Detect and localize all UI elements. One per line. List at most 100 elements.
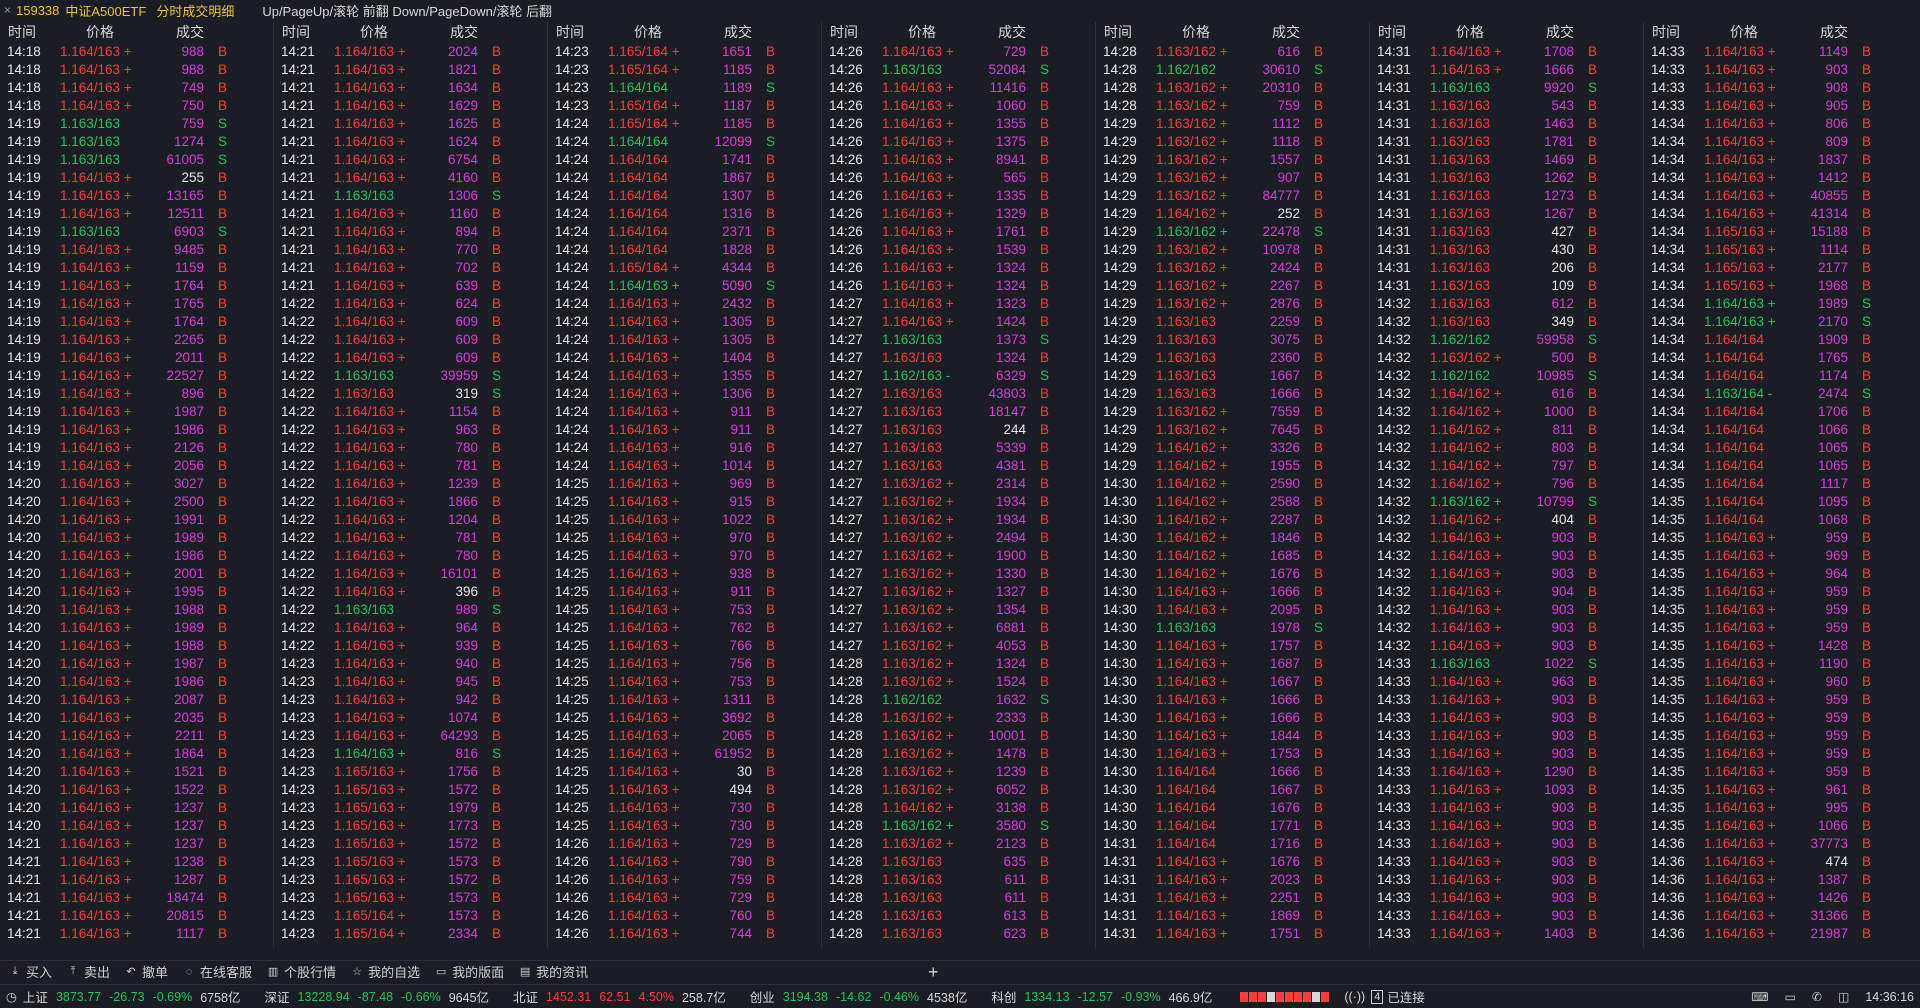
tick-price: 1.163/163 [1156, 331, 1217, 347]
tick-volume: 7645 [1269, 421, 1300, 437]
tick-volume: 1625 [447, 115, 478, 131]
cancel-order-button[interactable]: ↶ 撤单 [124, 962, 168, 981]
tick-price: 1.164/163 + [1430, 799, 1502, 815]
tick-time: 14:33 [1377, 925, 1411, 941]
tick-row: 14:19 1.163/163 759 S [0, 114, 273, 132]
close-icon[interactable]: × [4, 3, 12, 17]
tick-volume: 1287 [173, 871, 204, 887]
add-tab-button[interactable]: + [928, 962, 939, 982]
header-price: 价格 [1182, 24, 1210, 40]
tick-side: B [1862, 79, 1872, 95]
tick-volume: 1666 [1269, 763, 1300, 779]
stock-quote-button[interactable]: ▥ 个股行情 [267, 965, 337, 980]
tick-price: 1.164/163 + [608, 763, 680, 779]
tick-price: 1.164/163 + [334, 403, 406, 419]
tick-volume: 2474 [1817, 385, 1848, 401]
tick-row: 14:35 1.164/163 +1428 B [1644, 636, 1920, 654]
tick-side: B [766, 367, 776, 383]
tick-volume: 6903 [173, 223, 204, 239]
tick-volume: 1239 [995, 763, 1026, 779]
tick-time: 14:18 [7, 79, 41, 95]
index-item[interactable]: 上证 3873.77 -26.73 -0.69% 6758亿 [23, 987, 249, 1006]
tick-side: B [1314, 385, 1324, 401]
tick-price: 1.164/163 + [60, 547, 132, 563]
tick-time: 14:27 [829, 349, 863, 365]
tick-side: B [1040, 907, 1050, 923]
online-service-button[interactable]: ◌ 在线客服 [182, 962, 252, 981]
tick-time: 14:24 [555, 457, 589, 473]
monitor-icon[interactable]: ▭ [1784, 990, 1796, 1004]
tick-volume: 319 [455, 385, 478, 401]
index-item[interactable]: 科创 1334.13 -12.57 -0.93% 466.9亿 [991, 987, 1220, 1006]
tick-grid[interactable]: 时间 价格 成交 14:18 1.164/163 +988 B 14:18 1.164/163… [0, 22, 1920, 948]
tick-volume: 3692 [721, 709, 752, 725]
tick-time: 14:24 [555, 385, 589, 401]
tick-volume: 749 [181, 79, 204, 95]
tick-row: 14:21 1.164/163 +6754 B [274, 150, 547, 168]
tick-row: 14:21 1.164/163 +18474 B [0, 888, 273, 906]
tick-side: B [1040, 871, 1050, 887]
tick-price: 1.163/162 + [882, 511, 954, 527]
tick-row: 14:33 1.164/163 +903 B [1370, 816, 1643, 834]
tick-price: 1.164/163 + [1704, 853, 1776, 869]
tick-price: 1.164/163 + [608, 673, 680, 689]
tick-side: B [1040, 727, 1050, 743]
tick-row: 14:22 1.164/163 +964 B [274, 618, 547, 636]
tick-time: 14:26 [829, 223, 863, 239]
tick-price: 1.164/163 + [882, 187, 954, 203]
header-time: 时间 [1378, 24, 1406, 40]
header-volume: 成交 [450, 24, 478, 40]
tick-side: B [1588, 259, 1598, 275]
tick-time: 14:31 [1377, 259, 1411, 275]
tick-time: 14:33 [1377, 673, 1411, 689]
tick-row: 14:29 1.163/162 +2267 B [1096, 276, 1369, 294]
tick-side: B [766, 475, 776, 491]
my-news-button[interactable]: ▤ 我的资讯 [519, 965, 589, 980]
tick-time: 14:31 [1377, 241, 1411, 257]
tick-time: 14:32 [1377, 565, 1411, 581]
tick-volume: 1741 [721, 151, 752, 167]
keyboard-icon[interactable]: ⌨ [1751, 990, 1769, 1004]
watchlist-button[interactable]: ☆ 我的自选 [350, 962, 420, 981]
tick-price: 1.164/163 + [60, 313, 132, 329]
index-item[interactable]: 深证 13228.94 -87.48 -0.66% 9645亿 [265, 987, 498, 1006]
tick-time: 14:20 [7, 475, 41, 491]
tick-volume: 2494 [995, 529, 1026, 545]
tick-side: B [218, 835, 228, 851]
tick-price: 1.164/163 + [882, 295, 954, 311]
tick-side: B [492, 115, 502, 131]
tick-volume: 500 [1551, 349, 1574, 365]
tick-side: B [1862, 439, 1872, 455]
tick-price: 1.164/163 + [608, 871, 680, 887]
tick-row: 14:25 1.164/163 +1022 B [548, 510, 821, 528]
tick-time: 14:34 [1651, 259, 1685, 275]
tick-time: 14:35 [1651, 529, 1685, 545]
tick-price: 1.164/163 + [60, 331, 132, 347]
tick-side: B [1862, 421, 1872, 437]
tick-time: 14:35 [1651, 619, 1685, 635]
tick-side: B [1040, 673, 1050, 689]
tick-time: 14:30 [1103, 763, 1137, 779]
tick-volume: 1764 [173, 277, 204, 293]
tick-volume: 1239 [447, 475, 478, 491]
sell-button[interactable]: ⤒ 卖出 [66, 962, 110, 981]
my-layout-button[interactable]: ▭ 我的版面 [435, 965, 505, 980]
tick-row: 14:33 1.164/163 +903 B [1644, 60, 1920, 78]
tick-volume: 8941 [995, 151, 1026, 167]
tick-row: 14:25 1.164/163 +494 B [548, 780, 821, 798]
tick-price: 1.164/163 + [334, 673, 406, 689]
window-icon[interactable]: ◫ [1837, 990, 1850, 1004]
tick-time: 14:33 [1377, 655, 1411, 671]
tick-price: 1.164/164 [608, 187, 669, 203]
index-item[interactable]: 北证 1452.31 62.51 4.50% 258.7亿 [513, 987, 734, 1006]
tick-volume: 964 [455, 619, 478, 635]
index-item[interactable]: 创业 3194.38 -14.62 -0.46% 4538亿 [750, 987, 976, 1006]
phone-icon[interactable]: ✆ [1811, 990, 1822, 1004]
tick-side: B [218, 853, 228, 869]
connection-status[interactable]: ((·)) 4 已连接 [1344, 987, 1425, 1006]
tick-time: 14:32 [1377, 529, 1411, 545]
buy-button[interactable]: ⤓ 买入 [8, 962, 52, 981]
tick-side: B [1862, 187, 1872, 203]
tick-time: 14:26 [555, 907, 589, 923]
star-icon: ☆ [352, 966, 363, 978]
